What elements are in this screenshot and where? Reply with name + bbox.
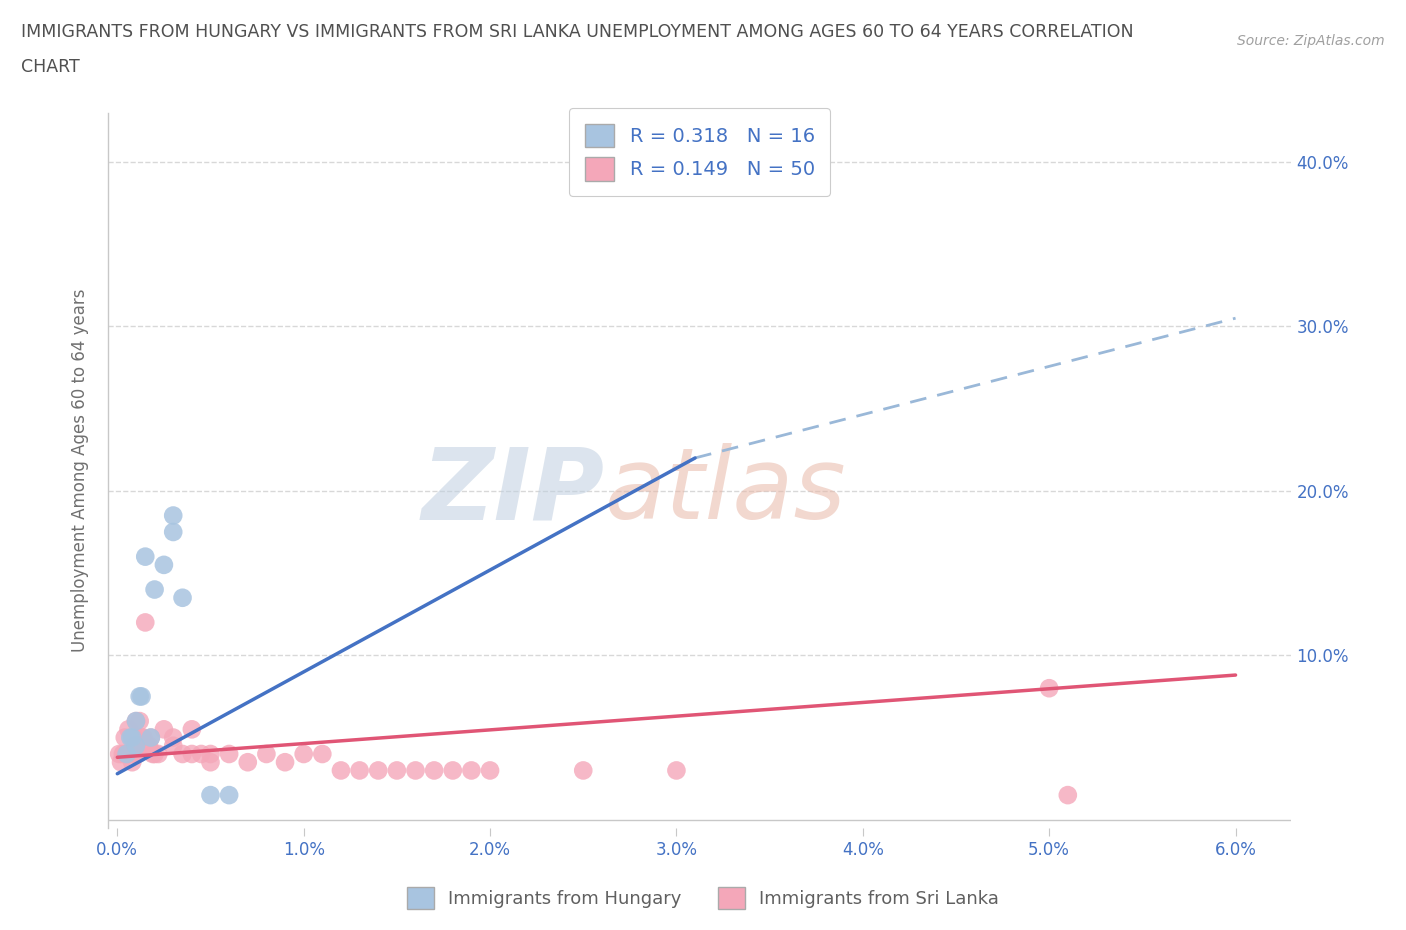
Point	[236, 755, 259, 770]
Point	[385, 763, 408, 777]
Point	[125, 713, 148, 728]
Point	[111, 747, 134, 762]
Point	[460, 763, 482, 777]
Point	[162, 738, 184, 753]
Point	[127, 747, 149, 762]
Text: Source: ZipAtlas.com: Source: ZipAtlas.com	[1237, 34, 1385, 48]
Point	[143, 582, 166, 597]
Point	[405, 763, 427, 777]
Legend: R = 0.318   N = 16, R = 0.149   N = 50: R = 0.318 N = 16, R = 0.149 N = 50	[569, 108, 830, 196]
Point	[115, 747, 138, 762]
Point	[114, 730, 136, 745]
Point	[162, 525, 184, 539]
Point	[180, 722, 202, 737]
Point	[121, 755, 143, 770]
Point	[254, 747, 277, 762]
Point	[110, 755, 132, 770]
Point	[122, 730, 145, 745]
Point	[153, 722, 176, 737]
Point	[200, 755, 222, 770]
Text: ZIP: ZIP	[422, 444, 605, 540]
Point	[131, 689, 153, 704]
Point	[128, 713, 150, 728]
Point	[180, 747, 202, 762]
Point	[142, 747, 165, 762]
Point	[120, 730, 142, 745]
Point	[172, 747, 194, 762]
Point	[190, 747, 212, 762]
Point	[330, 763, 353, 777]
Point	[665, 763, 688, 777]
Point	[125, 747, 148, 762]
Point	[292, 747, 315, 762]
Point	[136, 738, 159, 753]
Point	[134, 615, 156, 630]
Point	[128, 689, 150, 704]
Point	[139, 730, 162, 745]
Point	[120, 747, 142, 762]
Point	[162, 730, 184, 745]
Point	[139, 730, 162, 745]
Text: CHART: CHART	[21, 58, 80, 75]
Text: IMMIGRANTS FROM HUNGARY VS IMMIGRANTS FROM SRI LANKA UNEMPLOYMENT AMONG AGES 60 : IMMIGRANTS FROM HUNGARY VS IMMIGRANTS FR…	[21, 23, 1133, 41]
Y-axis label: Unemployment Among Ages 60 to 64 years: Unemployment Among Ages 60 to 64 years	[72, 288, 89, 652]
Point	[121, 730, 143, 745]
Point	[134, 550, 156, 565]
Point	[143, 747, 166, 762]
Point	[423, 763, 446, 777]
Point	[200, 747, 222, 762]
Point	[117, 722, 139, 737]
Point	[131, 730, 153, 745]
Point	[200, 788, 222, 803]
Point	[138, 738, 160, 753]
Point	[274, 755, 297, 770]
Point	[162, 508, 184, 523]
Legend: Immigrants from Hungary, Immigrants from Sri Lanka: Immigrants from Hungary, Immigrants from…	[399, 880, 1007, 916]
Point	[125, 738, 148, 753]
Point	[132, 730, 155, 745]
Point	[218, 788, 240, 803]
Text: atlas: atlas	[605, 444, 846, 540]
Point	[441, 763, 464, 777]
Point	[349, 763, 371, 777]
Point	[572, 763, 595, 777]
Point	[172, 591, 194, 605]
Point	[148, 747, 170, 762]
Point	[367, 763, 389, 777]
Point	[311, 747, 333, 762]
Point	[108, 747, 131, 762]
Point	[479, 763, 502, 777]
Point	[218, 747, 240, 762]
Point	[153, 557, 176, 572]
Point	[1038, 681, 1060, 696]
Point	[125, 713, 148, 728]
Point	[115, 747, 138, 762]
Point	[1056, 788, 1078, 803]
